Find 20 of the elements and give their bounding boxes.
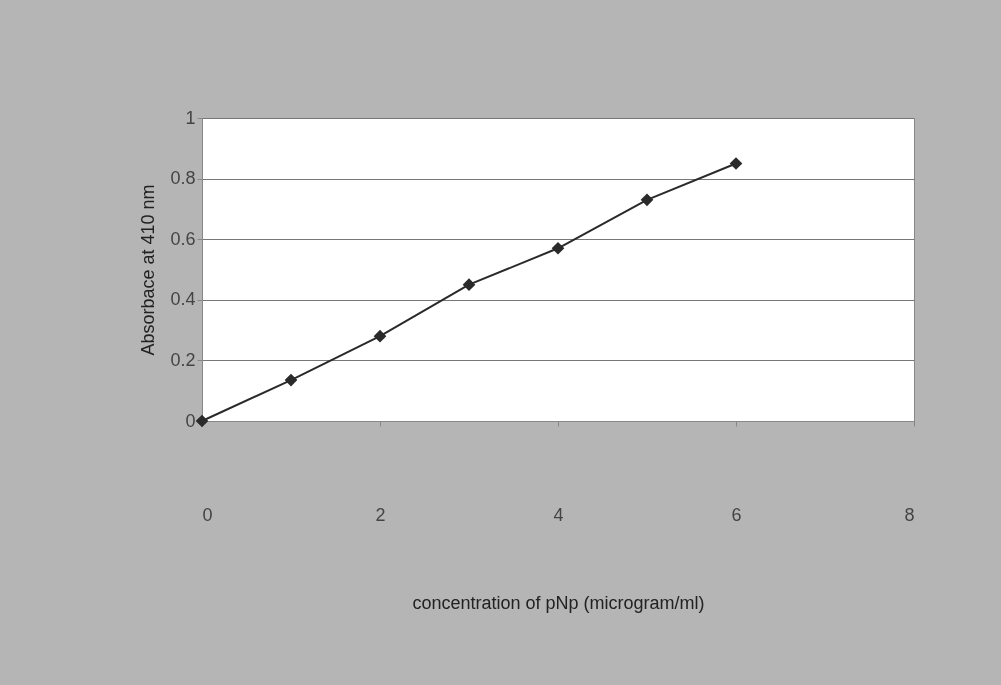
x-tick-label: 2 [375, 504, 386, 525]
x-tick-label: 6 [731, 504, 742, 525]
point [284, 373, 298, 387]
y-tick-label: 1 [185, 107, 196, 128]
x-tick-label: 4 [553, 504, 564, 525]
y-tick-label: 0.6 [170, 228, 196, 249]
point [551, 241, 565, 255]
y-tick-label: 0.8 [170, 168, 196, 189]
y-tick-label: 0.4 [170, 289, 196, 310]
point [373, 329, 387, 343]
point [640, 193, 654, 207]
point [462, 278, 476, 291]
point [729, 157, 743, 170]
y-tick-label: 0 [185, 410, 196, 431]
x-tick-label: 8 [904, 504, 915, 525]
x-tick-label: 0 [202, 504, 213, 525]
point [195, 414, 209, 428]
y-tick-label: 0.2 [170, 349, 196, 370]
y-axis-title: Absorbace at 410 nm [138, 184, 159, 356]
x-axis-title: concentration of pNp (microgram/ml) [412, 592, 705, 613]
